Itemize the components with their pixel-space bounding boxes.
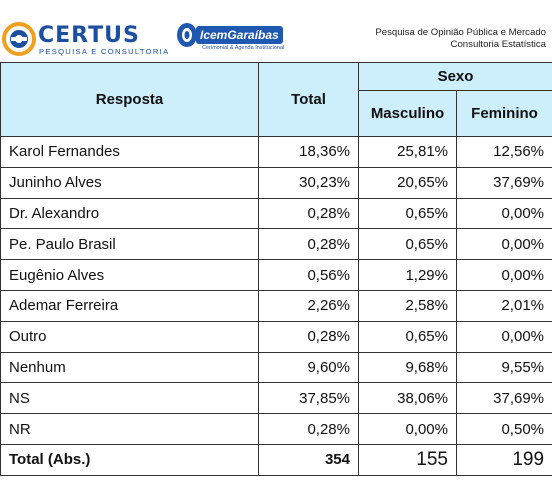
row-total: 2,26%	[258, 289, 359, 322]
column-header-response: Resposta	[0, 62, 259, 137]
row-masculino: 0,00%	[358, 413, 457, 445]
table-row: Juninho Alves 30,23% 20,65% 37,69%	[0, 166, 552, 199]
certus-subtitle: PESQUISA E CONSULTORIA	[39, 47, 170, 56]
icem-wordmark: IcemGaraíbas	[196, 26, 283, 44]
row-feminino: 0,00%	[455, 259, 552, 291]
total-value: 354	[258, 443, 359, 476]
company-line-2: Consultoria Estatística	[450, 39, 546, 50]
row-feminino: 37,69%	[455, 166, 552, 199]
row-total: 0,28%	[258, 413, 359, 445]
row-label: Eugênio Alves	[0, 259, 259, 291]
row-feminino: 9,55%	[455, 351, 552, 384]
row-masculino: 2,58%	[358, 289, 457, 322]
icem-emblem-icon	[177, 23, 197, 47]
row-masculino: 1,29%	[358, 259, 457, 291]
total-row: Total (Abs.) 354 155 199	[0, 443, 552, 476]
icem-logo: IcemGaraíbas Cerimonial & Agenda Institu…	[176, 22, 284, 54]
row-masculino: 25,81%	[358, 136, 457, 168]
table-row: Ademar Ferreira 2,26% 2,58% 2,01%	[0, 289, 552, 322]
row-label: Dr. Alexandro	[0, 197, 259, 230]
row-masculino: 20,65%	[358, 166, 457, 199]
row-total: 0,56%	[258, 259, 359, 291]
column-header-masculino: Masculino	[358, 90, 457, 137]
row-total: 0,28%	[258, 320, 359, 353]
certus-emblem-icon	[2, 22, 36, 56]
column-header-feminino: Feminino	[455, 90, 552, 137]
row-feminino: 0,00%	[455, 197, 552, 230]
row-total: 37,85%	[258, 382, 359, 415]
row-masculino: 0,65%	[358, 228, 457, 261]
total-masculino: 155	[358, 443, 457, 476]
row-label: Karol Fernandes	[0, 136, 259, 168]
table-row: Karol Fernandes 18,36% 25,81% 12,56%	[0, 136, 552, 168]
table-row: Eugênio Alves 0,56% 1,29% 0,00%	[0, 259, 552, 291]
row-label: Nenhum	[0, 351, 259, 384]
certus-wordmark: CERTUS	[38, 23, 140, 48]
row-label: Ademar Ferreira	[0, 289, 259, 322]
row-total: 18,36%	[258, 136, 359, 168]
row-label: NR	[0, 413, 259, 445]
company-description: Pesquisa de Opinião Pública e Mercado Co…	[375, 27, 546, 51]
row-masculino: 0,65%	[358, 320, 457, 353]
table-row: Dr. Alexandro 0,28% 0,65% 0,00%	[0, 197, 552, 230]
row-total: 0,28%	[258, 228, 359, 261]
report-header: CERTUS PESQUISA E CONSULTORIA IcemGaraíb…	[0, 0, 552, 62]
row-feminino: 0,50%	[455, 413, 552, 445]
row-total: 0,28%	[258, 197, 359, 230]
row-feminino: 37,69%	[455, 382, 552, 415]
row-label: NS	[0, 382, 259, 415]
row-label: Juninho Alves	[0, 166, 259, 199]
row-total: 9,60%	[258, 351, 359, 384]
table-row: NR 0,28% 0,00% 0,50%	[0, 413, 552, 445]
row-masculino: 0,65%	[358, 197, 457, 230]
total-label: Total (Abs.)	[0, 443, 259, 476]
row-feminino: 2,01%	[455, 289, 552, 322]
row-feminino: 0,00%	[455, 228, 552, 261]
icem-subtitle: Cerimonial & Agenda Institucional	[202, 45, 285, 51]
row-label: Outro	[0, 320, 259, 353]
row-label: Pe. Paulo Brasil	[0, 228, 259, 261]
table-body: Karol Fernandes 18,36% 25,81% 12,56% Jun…	[0, 136, 552, 476]
table-row: NS 37,85% 38,06% 37,69%	[0, 382, 552, 415]
column-group-sexo: Sexo	[357, 62, 552, 91]
certus-logo: CERTUS PESQUISA E CONSULTORIA	[2, 22, 168, 58]
table-row: Nenhum 9,60% 9,68% 9,55%	[0, 351, 552, 384]
row-total: 30,23%	[258, 166, 359, 199]
total-feminino: 199	[455, 443, 552, 476]
table-row: Pe. Paulo Brasil 0,28% 0,65% 0,00%	[0, 228, 552, 261]
row-feminino: 12,56%	[455, 136, 552, 168]
table-row: Outro 0,28% 0,65% 0,00%	[0, 320, 552, 353]
column-header-total: Total	[258, 62, 359, 137]
row-masculino: 38,06%	[358, 382, 457, 415]
row-feminino: 0,00%	[455, 320, 552, 353]
row-masculino: 9,68%	[358, 351, 457, 384]
company-line-1: Pesquisa de Opinião Pública e Mercado	[375, 27, 546, 38]
results-table: Resposta Total Sexo Masculino Feminino K…	[0, 62, 552, 476]
